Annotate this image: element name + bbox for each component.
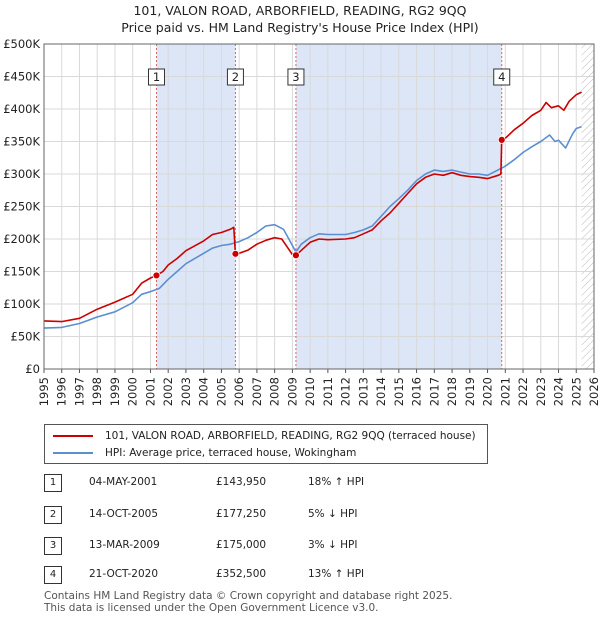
x-tick-label: 2012 (339, 377, 353, 406)
transaction-row: 1 04-MAY-2001 £143,950 18% ↑ HPI (44, 474, 464, 494)
x-tick-label: 2020 (481, 377, 495, 406)
x-tick-label: 2000 (126, 377, 140, 406)
property-series-line (43, 91, 582, 323)
x-tick-label: 1998 (90, 377, 104, 406)
legend-label-hpi: HPI: Average price, terraced house, Woki… (105, 447, 357, 459)
x-tick-label: 2025 (569, 377, 583, 406)
y-tick-label: £150K (3, 265, 40, 279)
transaction-row: 2 14-OCT-2005 £177,250 5% ↓ HPI (44, 506, 464, 526)
transaction-number: 3 (44, 537, 62, 555)
x-tick-label: 2004 (197, 377, 211, 406)
legend-item-hpi: HPI: Average price, terraced house, Woki… (53, 445, 356, 461)
hpi-series-line (43, 125, 582, 329)
transaction-row: 3 13-MAR-2009 £175,000 3% ↓ HPI (44, 537, 464, 557)
y-tick-label: £50K (11, 330, 41, 344)
sale-number-label: 4 (498, 70, 505, 84)
chart-title: 101, VALON ROAD, ARBORFIELD, READING, RG… (133, 3, 467, 18)
x-tick-label: 2003 (179, 377, 193, 406)
y-tick-label: £500K (3, 37, 40, 51)
transaction-number: 2 (44, 506, 62, 524)
x-tick-label: 2008 (268, 377, 282, 406)
y-tick-label: £300K (3, 167, 40, 181)
sale-number-box (226, 68, 244, 86)
x-tick-label: 2006 (232, 377, 246, 406)
y-tick-label: £350K (3, 135, 40, 149)
transaction-hpi: 5% ↓ HPI (308, 508, 358, 520)
footer-license: This data is licensed under the Open Gov… (44, 602, 379, 614)
sale-point (497, 135, 506, 144)
legend-swatch-property (53, 435, 93, 437)
sale-point (152, 271, 161, 280)
transaction-price: £175,000 (216, 539, 267, 551)
x-tick-label: 2022 (516, 377, 530, 406)
x-tick-label: 2007 (250, 377, 264, 406)
x-tick-label: 2019 (463, 377, 477, 406)
sale-point (231, 249, 240, 258)
legend: 101, VALON ROAD, ARBORFIELD, READING, RG… (44, 424, 488, 464)
x-tick-label: 2023 (534, 377, 548, 406)
y-tick-label: £400K (3, 102, 40, 116)
y-tick-label: £250K (3, 200, 40, 214)
transaction-hpi: 3% ↓ HPI (308, 539, 358, 551)
transaction-date: 14-OCT-2005 (89, 508, 158, 520)
plot-frame (43, 43, 595, 370)
x-tick-label: 2026 (587, 377, 600, 406)
sale-number-box (287, 68, 305, 86)
y-tick-label: £100K (3, 297, 40, 311)
sale-number-label: 3 (292, 70, 299, 84)
x-tick-label: 1999 (108, 377, 122, 406)
x-tick-label: 2011 (321, 377, 335, 406)
x-tick-label: 1997 (72, 377, 86, 406)
legend-item-property: 101, VALON ROAD, ARBORFIELD, READING, RG… (53, 428, 476, 444)
x-tick-label: 2002 (161, 377, 175, 406)
x-tick-label: 2016 (410, 377, 424, 406)
y-tick-label: £200K (3, 232, 40, 246)
transaction-price: £352,500 (216, 568, 267, 580)
x-tick-label: 2021 (498, 377, 512, 406)
x-tick-label: 2015 (392, 377, 406, 406)
x-tick-label: 2010 (303, 377, 317, 406)
sale-number-label: 2 (232, 70, 239, 84)
transaction-row: 4 21-OCT-2020 £352,500 13% ↑ HPI (44, 566, 464, 586)
sale-number-box (147, 68, 165, 86)
transaction-number: 4 (44, 566, 62, 584)
x-tick-label: 2017 (427, 377, 441, 406)
transaction-hpi: 13% ↑ HPI (308, 568, 365, 580)
x-tick-label: 2018 (445, 377, 459, 406)
chart-subtitle: Price paid vs. HM Land Registry's House … (121, 20, 479, 35)
x-tick-label: 2024 (552, 377, 566, 406)
transaction-hpi: 18% ↑ HPI (308, 476, 365, 488)
footer-copyright: Contains HM Land Registry data © Crown c… (44, 590, 453, 602)
transaction-date: 13-MAR-2009 (89, 539, 160, 551)
x-tick-label: 2009 (285, 377, 299, 406)
y-tick-label: £0 (25, 362, 40, 376)
sale-point (292, 251, 300, 260)
transaction-date: 21-OCT-2020 (89, 568, 158, 580)
y-tick-label: £450K (3, 70, 40, 84)
sale-number-label: 1 (153, 70, 160, 84)
transaction-date: 04-MAY-2001 (89, 476, 158, 488)
x-tick-label: 2013 (356, 377, 370, 406)
transaction-price: £143,950 (216, 476, 267, 488)
x-tick-label: 1996 (55, 377, 69, 406)
x-tick-label: 1995 (37, 377, 51, 406)
x-tick-label: 2014 (374, 377, 388, 406)
x-tick-label: 2001 (143, 377, 157, 406)
x-tick-label: 2005 (214, 377, 228, 406)
price-chart: 1 2 3 4 £0 £50K £100K £150K £200K £250K £300K £350… (3, 37, 600, 406)
sale-number-box (493, 68, 511, 86)
legend-label-property: 101, VALON ROAD, ARBORFIELD, READING, RG… (105, 430, 476, 442)
transaction-number: 1 (44, 474, 62, 492)
legend-swatch-hpi (53, 452, 93, 454)
transaction-price: £177,250 (216, 508, 267, 520)
